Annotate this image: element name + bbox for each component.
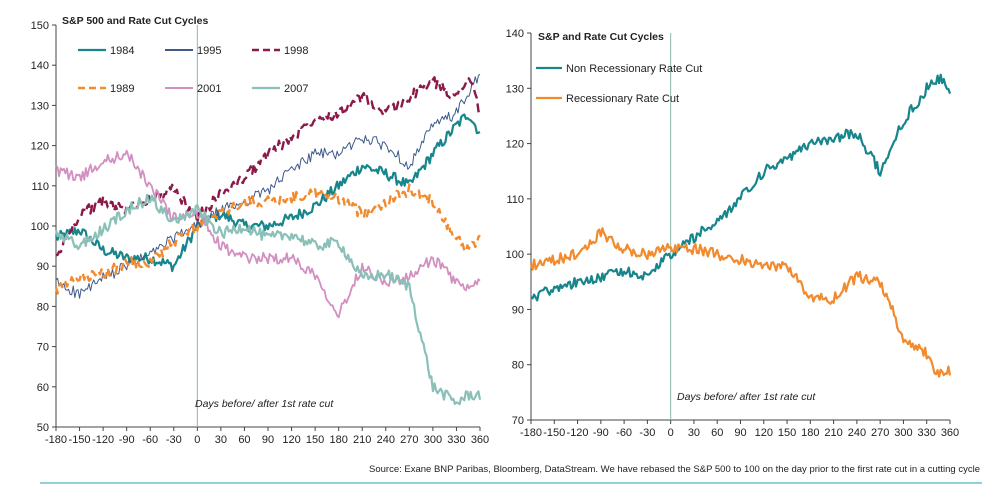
x-tick-label: 270	[400, 434, 418, 446]
y-tick-label: 100	[506, 249, 524, 261]
series-line-2007	[54, 193, 482, 406]
x-tick-label: 150	[306, 434, 324, 446]
left-chart-title: S&P 500 and Rate Cut Cycles	[62, 15, 208, 27]
x-tick-label: 30	[688, 427, 700, 439]
x-tick-label: -150	[543, 427, 565, 439]
series-line-1995	[55, 73, 481, 299]
x-tick-label: -90	[593, 427, 609, 439]
y-tick-label: 110	[31, 181, 49, 193]
y-tick-label: 150	[31, 20, 49, 32]
series-line-2001	[55, 149, 481, 319]
x-tick-label: 360	[941, 427, 959, 439]
x-tick-label: 210	[353, 434, 371, 446]
x-tick-label: 240	[848, 427, 866, 439]
y-tick-label: 140	[506, 28, 524, 40]
y-tick-label: 120	[506, 139, 524, 151]
legend-label: 1998	[284, 45, 308, 57]
x-tick-label: 150	[778, 427, 796, 439]
x-tick-label: 360	[471, 434, 489, 446]
x-tick-label: 240	[377, 434, 395, 446]
left-x-axis-note: Days before/ after 1st rate cut	[195, 398, 334, 410]
y-tick-label: 100	[31, 221, 49, 233]
x-tick-label: -60	[142, 434, 158, 446]
y-tick-label: 80	[512, 360, 524, 372]
chart-sp-rate-cut-cycles: S&P and Rate Cut Cycles 70 80 90 100 110 120 1…	[506, 28, 960, 439]
x-tick-label: -120	[92, 434, 114, 446]
legend-label: 1984	[110, 45, 134, 57]
x-tick-label: 30	[215, 434, 227, 446]
legend-label: Recessionary Rate Cut	[566, 93, 679, 105]
x-tick-label: 0	[194, 434, 200, 446]
x-tick-label: 120	[755, 427, 773, 439]
x-tick-label: -180	[45, 434, 67, 446]
x-tick-label: 180	[329, 434, 347, 446]
y-tick-label: 50	[37, 422, 49, 434]
right-x-axis-note: Days before/ after 1st rate cut	[677, 391, 816, 403]
x-tick-label: 330	[918, 427, 936, 439]
legend-label: 2001	[197, 83, 221, 95]
y-tick-label: 90	[512, 304, 524, 316]
chart-sp500-rate-cut-cycles: S&P 500 and Rate Cut Cycles 50 60 70 80 90 10…	[31, 15, 490, 446]
series-line-1998	[55, 76, 482, 257]
y-tick-label: 140	[31, 60, 49, 72]
y-tick-label: 120	[31, 141, 49, 153]
series-line-1984	[55, 113, 481, 273]
series-line-non-recessionary-rate-cut	[530, 73, 952, 302]
series-line-1989	[54, 183, 481, 295]
x-tick-label: -60	[616, 427, 632, 439]
x-tick-label: 210	[824, 427, 842, 439]
y-tick-label: 90	[37, 261, 49, 273]
x-tick-label: -120	[567, 427, 589, 439]
x-tick-label: 120	[282, 434, 300, 446]
y-tick-label: 80	[37, 301, 49, 313]
x-tick-label: 180	[801, 427, 819, 439]
x-tick-label: 300	[894, 427, 912, 439]
x-tick-label: -30	[166, 434, 182, 446]
x-tick-label: 90	[734, 427, 746, 439]
x-tick-label: 0	[668, 427, 674, 439]
series-line-recessionary-rate-cut	[529, 227, 952, 378]
legend-label: 2007	[284, 83, 308, 95]
y-tick-label: 60	[37, 382, 49, 394]
x-tick-label: -150	[69, 434, 91, 446]
legend-label: 1989	[110, 83, 134, 95]
legend-label: 1995	[197, 45, 221, 57]
x-tick-label: 90	[262, 434, 274, 446]
source-note: Source: Exane BNP Paribas, Bloomberg, Da…	[369, 464, 980, 475]
legend-label: Non Recessionary Rate Cut	[566, 63, 702, 75]
y-tick-label: 70	[37, 342, 49, 354]
x-tick-label: 330	[447, 434, 465, 446]
x-tick-label: -30	[639, 427, 655, 439]
x-tick-label: 60	[238, 434, 250, 446]
right-chart-title: S&P and Rate Cut Cycles	[538, 31, 664, 43]
x-tick-label: 60	[711, 427, 723, 439]
x-tick-label: -90	[119, 434, 135, 446]
y-tick-label: 110	[506, 194, 524, 206]
x-tick-label: 300	[424, 434, 442, 446]
x-tick-label: -180	[520, 427, 542, 439]
y-tick-label: 130	[31, 100, 49, 112]
y-tick-label: 130	[506, 83, 524, 95]
y-tick-label: 70	[512, 415, 524, 427]
x-tick-label: 270	[871, 427, 889, 439]
